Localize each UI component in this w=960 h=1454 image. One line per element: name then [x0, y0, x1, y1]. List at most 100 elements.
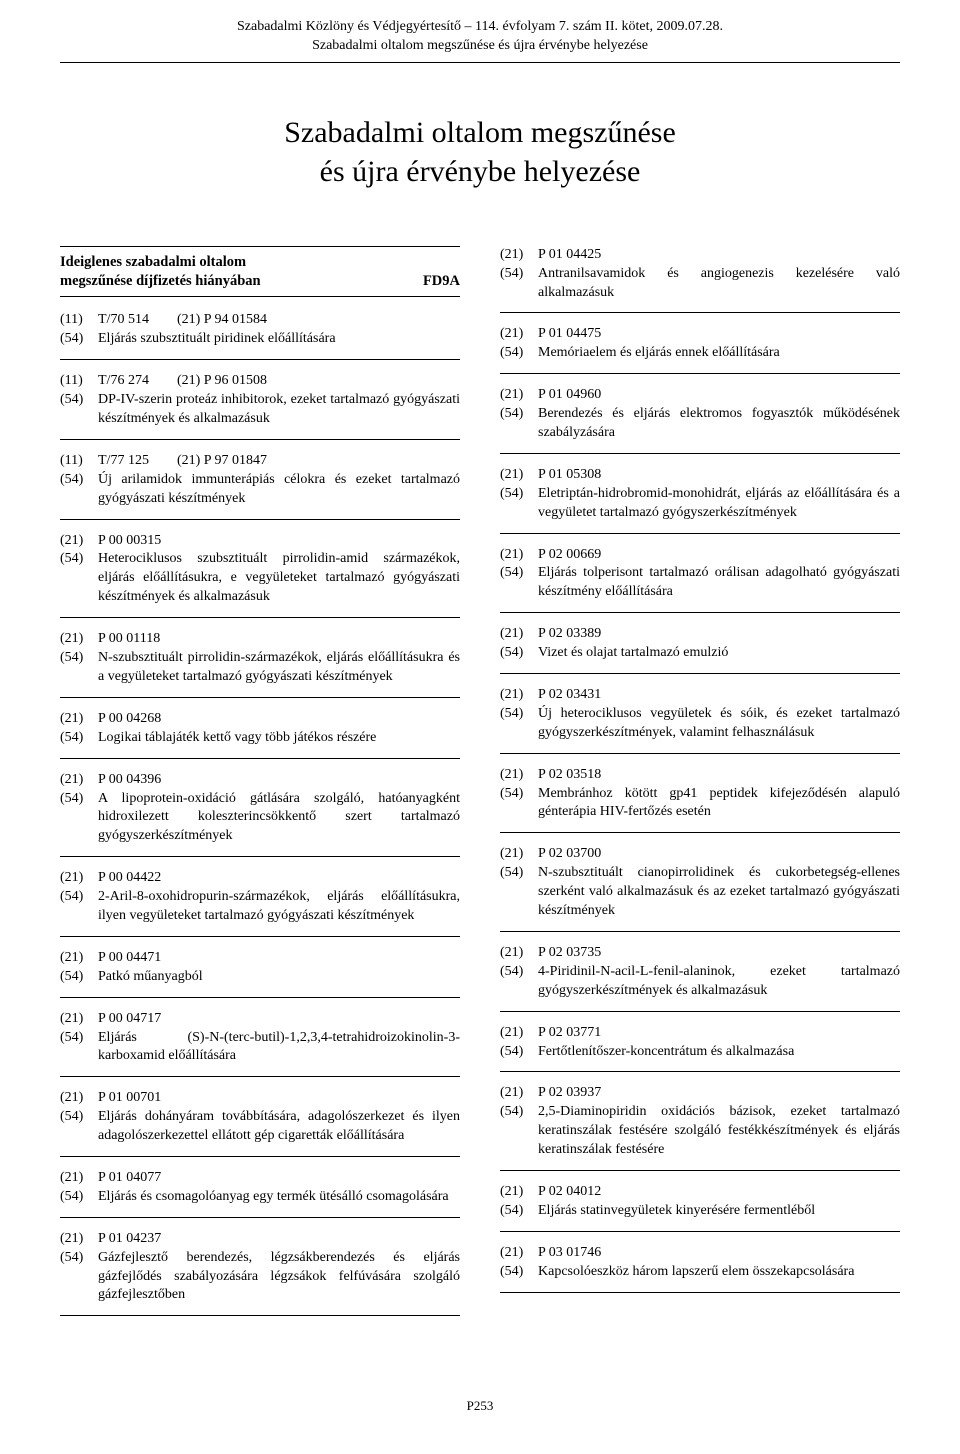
field-code: (21)	[500, 944, 538, 963]
field-value: A lipoprotein-oxidáció gátlására szolgál…	[98, 790, 460, 847]
field-code: (21)	[500, 466, 538, 485]
left-entry: (21)P 01 04077(54)Eljárás és csomagolóan…	[60, 1169, 460, 1218]
left-entry: (21)P 00 01118(54)N-szubsztituált pirrol…	[60, 630, 460, 698]
field-code: (11)	[60, 452, 98, 471]
field-code: (54)	[500, 963, 538, 1001]
entry-row: (54)Patkó műanyagból	[60, 968, 460, 987]
entry-row: (54)Berendezés és eljárás elektromos fog…	[500, 405, 900, 443]
entry-row: (21)P 02 03518	[500, 766, 900, 785]
field-value: P 00 04396	[98, 771, 460, 790]
right-entry: (21)P 02 03771(54)Fertőtlenítőszer-konce…	[500, 1024, 900, 1073]
field-code: (54)	[500, 1043, 538, 1062]
left-entry: (21)P 00 04422(54)2-Aril-8-oxohidropurin…	[60, 869, 460, 937]
right-entry: (21)P 02 03431(54)Új heterociklusos vegy…	[500, 686, 900, 754]
field-value: T/77 125(21) P 97 01847	[98, 452, 460, 471]
entry-row: (21)P 00 00315	[60, 532, 460, 551]
field-value: Fertőtlenítőszer-koncentrátum és alkalma…	[538, 1043, 900, 1062]
field-code: (54)	[60, 649, 98, 687]
field-code: (21)	[60, 630, 98, 649]
entry-row: (21)P 02 03431	[500, 686, 900, 705]
field-value: Logikai táblajáték kettő vagy több játék…	[98, 729, 460, 748]
left-column: Ideiglenes szabadalmi oltalom megszűnése…	[60, 246, 460, 1329]
field-value: P 02 03389	[538, 625, 900, 644]
right-column: (21)P 01 04425(54)Antranilsavamidok és a…	[500, 246, 900, 1329]
field-value: P 01 04425	[538, 246, 900, 265]
field-code: (54)	[500, 344, 538, 363]
field-code: (54)	[500, 1263, 538, 1282]
entry-row: (21)P 02 03937	[500, 1084, 900, 1103]
field-value: P 03 01746	[538, 1244, 900, 1263]
field-code: (21)	[60, 771, 98, 790]
field-code: (21)	[60, 1169, 98, 1188]
title-line-2: és újra érvénybe helyezése	[60, 152, 900, 191]
field-code-inline: (21)	[177, 312, 200, 327]
entry-row: (54)Eljárás és csomagolóanyag egy termék…	[60, 1188, 460, 1207]
main-title: Szabadalmi oltalom megszűnése és újra ér…	[60, 113, 900, 191]
entry-row: (54)Heterociklusos szubsztituált pirroli…	[60, 550, 460, 607]
entry-row: (21)P 01 04425	[500, 246, 900, 265]
field-value: P 02 03735	[538, 944, 900, 963]
entry-row: (54)Új arilamidok immunterápiás célokra …	[60, 471, 460, 509]
entry-row: (54)Memóriaelem és eljárás ennek előállí…	[500, 344, 900, 363]
section-heading-line-1: Ideiglenes szabadalmi oltalom	[60, 253, 261, 272]
field-value-inline: P 96 01508	[204, 373, 267, 388]
entry-row: (21)P 01 04237	[60, 1230, 460, 1249]
entry-row: (21)P 00 01118	[60, 630, 460, 649]
entry-row: (54)Kapcsolóeszköz három lapszerű elem ö…	[500, 1263, 900, 1282]
entry-row: (21)P 00 04268	[60, 710, 460, 729]
field-code: (54)	[60, 968, 98, 987]
entry-row: (21)P 01 04475	[500, 325, 900, 344]
entry-row: (54)Eljárás statinvegyületek kinyerésére…	[500, 1202, 900, 1221]
entry-row: (21)P 00 04717	[60, 1010, 460, 1029]
field-code: (54)	[500, 864, 538, 921]
entry-row: (54)Vizet és olajat tartalmazó emulzió	[500, 644, 900, 663]
page: Szabadalmi Közlöny és Védjegyértesítő – …	[0, 0, 960, 1454]
right-entries: (21)P 01 04425(54)Antranilsavamidok és a…	[500, 246, 900, 1293]
field-code: (21)	[500, 325, 538, 344]
right-entry: (21)P 02 03389(54)Vizet és olajat tartal…	[500, 625, 900, 674]
field-value: P 01 04077	[98, 1169, 460, 1188]
right-entry: (21)P 01 05308(54)Eletriptán-hidrobromid…	[500, 466, 900, 534]
field-code: (54)	[500, 644, 538, 663]
field-value-part: T/76 274	[98, 372, 149, 391]
entry-row: (11)T/77 125(21) P 97 01847	[60, 452, 460, 471]
field-value: 2-Aril-8-oxohidropurin-származékok, eljá…	[98, 888, 460, 926]
left-entry: (21)P 00 04717(54)Eljárás (S)-N-(terc-bu…	[60, 1010, 460, 1078]
field-code: (21)	[500, 546, 538, 565]
field-code: (21)	[500, 1244, 538, 1263]
field-code-inline: (21)	[177, 373, 200, 388]
field-value-inline: P 94 01584	[204, 312, 267, 327]
entry-row: (54)2,5-Diaminopiridin oxidációs bázisok…	[500, 1103, 900, 1160]
field-value: Berendezés és eljárás elektromos fogyasz…	[538, 405, 900, 443]
entry-row: (54)Gázfejlesztő berendezés, légzsákbere…	[60, 1249, 460, 1306]
field-value: 4-Piridinil-N-acil-L-fenil-alaninok, eze…	[538, 963, 900, 1001]
entry-row: (21)P 01 04077	[60, 1169, 460, 1188]
field-value: P 00 04422	[98, 869, 460, 888]
field-code: (54)	[60, 790, 98, 847]
field-code: (54)	[500, 705, 538, 743]
field-value-inline: P 97 01847	[204, 453, 267, 468]
field-code: (21)	[60, 1089, 98, 1108]
field-code: (11)	[60, 372, 98, 391]
section-heading: Ideiglenes szabadalmi oltalom megszűnése…	[60, 253, 261, 291]
entry-row: (54)Logikai táblajáték kettő vagy több j…	[60, 729, 460, 748]
entry-row: (54)Eljárás szubsztituált piridinek előá…	[60, 330, 460, 349]
field-value: Membránhoz kötött gp41 peptidek kifejező…	[538, 785, 900, 823]
field-value: Új heterociklusos vegyületek és sóik, és…	[538, 705, 900, 743]
field-value: Vizet és olajat tartalmazó emulzió	[538, 644, 900, 663]
field-code: (54)	[60, 471, 98, 509]
field-code: (54)	[500, 1103, 538, 1160]
entry-row: (21)P 01 04960	[500, 386, 900, 405]
field-code: (54)	[60, 888, 98, 926]
field-code: (54)	[500, 1202, 538, 1221]
field-value: P 02 03937	[538, 1084, 900, 1103]
right-entry: (21)P 02 03700(54)N-szubsztituált cianop…	[500, 845, 900, 932]
left-entry: (21)P 00 04471(54)Patkó műanyagból	[60, 949, 460, 998]
field-code-inline: (21)	[177, 453, 200, 468]
header-line-1: Szabadalmi Közlöny és Védjegyértesítő – …	[60, 18, 900, 37]
right-entry: (21)P 02 00669(54)Eljárás tolperisont ta…	[500, 546, 900, 614]
right-entry: (21)P 03 01746(54)Kapcsolóeszköz három l…	[500, 1244, 900, 1293]
entry-row: (54)4-Piridinil-N-acil-L-fenil-alaninok,…	[500, 963, 900, 1001]
field-code: (54)	[60, 391, 98, 429]
field-value: P 00 01118	[98, 630, 460, 649]
